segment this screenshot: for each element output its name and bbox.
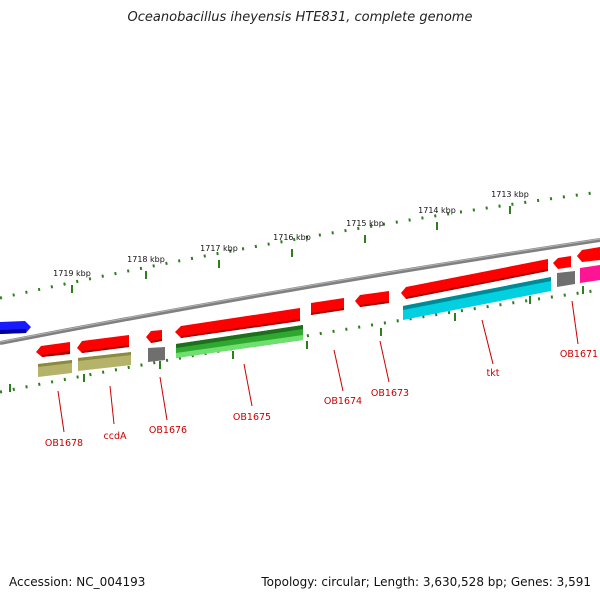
feature-track-2 [38, 265, 600, 377]
gene-callout-line [481, 319, 494, 365]
scale-tick-label: 1714 kbp [418, 206, 456, 215]
accession-label: Accession: NC_004193 [9, 575, 146, 589]
gray-feature-2 [557, 271, 575, 287]
gray-feature-1 [148, 347, 165, 362]
cyan-feature-top [403, 277, 551, 310]
blue-feature-shade [0, 329, 26, 334]
scale-tick-label: 1717 kbp [200, 244, 238, 253]
gene-callout-line [57, 390, 65, 433]
cds-track [36, 247, 600, 357]
scale-ticks: 1719 kbp 1718 kbp 1717 kbp 1716 kbp 1715 kbp… [53, 190, 529, 293]
gene-callout-line [571, 300, 579, 345]
cds-edge [577, 247, 600, 262]
green-feature-top [176, 325, 303, 348]
scale-tick-label: 1716 kbp [273, 233, 311, 242]
backbone-highlight [0, 238, 600, 343]
cds-ob1675 [175, 308, 300, 338]
olive-feature-1-top [38, 360, 72, 367]
gene-callout-line [109, 385, 115, 425]
gene-label: OB1676 [149, 425, 187, 436]
gene-label: OB1675 [233, 412, 271, 423]
gene-label: OB1673 [371, 388, 409, 399]
scale-track: 1719 kbp 1718 kbp 1717 kbp 1716 kbp 1715 kbp… [0, 190, 600, 300]
inner-ticks [9, 286, 584, 392]
scale-tick-label: 1715 kbp [346, 219, 384, 228]
scale-tick-label: 1718 kbp [127, 255, 165, 264]
green-feature-light [176, 335, 303, 358]
gene-label: ccdA [104, 431, 127, 442]
gene-callout-line [379, 340, 390, 383]
gene-label: OB1678 [45, 438, 83, 449]
olive-feature-2-top [78, 352, 131, 361]
gene-label: tkt [487, 368, 500, 379]
gene-callout-line [333, 349, 344, 392]
backbone [0, 238, 600, 345]
scale-tick-label: 1719 kbp [53, 269, 91, 278]
cds-tkt [401, 259, 548, 299]
gene-label: OB1671 [560, 349, 598, 360]
magenta-feature [580, 265, 600, 283]
gene-callout-line [159, 376, 168, 421]
cds-ob1671 [553, 256, 571, 269]
gene-label: OB1674 [324, 396, 362, 407]
gene-callouts: OB1678 ccdA OB1676 OB1675 OB1674 OB1673 tkt OB1… [45, 300, 598, 449]
map-title: Oceanobacillus iheyensis HTE831, complet… [127, 10, 473, 25]
genome-stats-label: Topology: circular; Length: 3,630,528 bp… [261, 575, 591, 589]
gene-callout-line [243, 363, 253, 407]
scale-tick-label: 1713 kbp [491, 190, 529, 199]
